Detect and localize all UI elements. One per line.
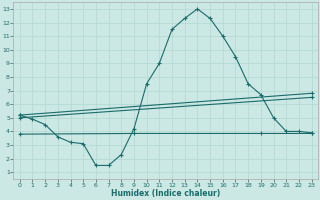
- X-axis label: Humidex (Indice chaleur): Humidex (Indice chaleur): [111, 189, 220, 198]
